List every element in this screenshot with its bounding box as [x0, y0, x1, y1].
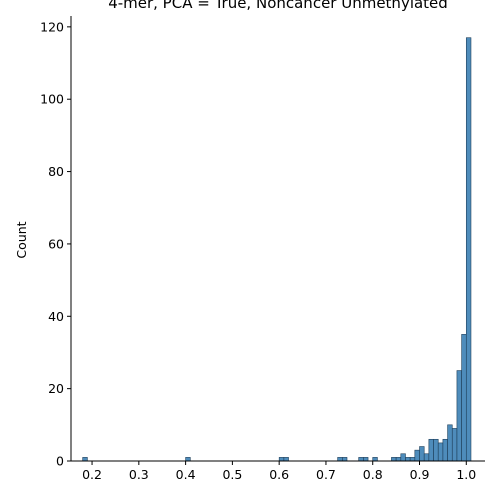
x-tick-label: 0.7 — [316, 467, 336, 482]
histogram-bar — [437, 442, 444, 462]
histogram-bar — [278, 457, 285, 462]
histogram-bar — [342, 457, 348, 462]
bars-group — [82, 37, 472, 462]
x-tick-label: 0.5 — [222, 467, 242, 482]
histogram-bar — [456, 370, 462, 462]
histogram-bar — [423, 453, 430, 462]
histogram-bar — [433, 438, 439, 462]
y-tick-label: 60 — [48, 236, 64, 251]
histogram-bar — [358, 457, 364, 462]
histogram-bar — [405, 457, 411, 462]
y-axis-title: Count — [14, 221, 29, 258]
histogram-bar — [465, 37, 472, 462]
histogram-bar — [400, 453, 406, 462]
x-tick-label: 0.8 — [363, 467, 383, 482]
histogram-bar — [461, 334, 467, 462]
histogram-bar — [283, 457, 289, 462]
histogram-bar — [419, 446, 425, 462]
histogram-bar — [409, 457, 416, 462]
y-tick-label: 80 — [48, 164, 64, 179]
histogram-bar — [185, 457, 191, 462]
x-tick-label: 0.9 — [410, 467, 430, 482]
histogram-bar — [82, 457, 88, 462]
chart-title: 4-mer, PCA = True, Noncancer Unmethylate… — [108, 0, 448, 12]
x-tick-label: 0.2 — [82, 467, 102, 482]
x-ticks-group: 0.2 0.3 0.4 0.5 0.6 0.7 0.8 0.9 1.0 — [82, 461, 476, 482]
histogram-bar — [395, 457, 402, 462]
y-tick-label: 40 — [48, 309, 64, 324]
histogram-bar — [414, 449, 420, 462]
y-tick-label: 120 — [40, 19, 64, 34]
x-tick-label: 1.0 — [456, 467, 476, 482]
histogram-bar — [442, 438, 448, 462]
histogram-bar — [337, 457, 343, 462]
y-tick-label: 0 — [56, 454, 64, 469]
x-tick-label: 0.3 — [129, 467, 149, 482]
histogram-bar — [372, 457, 378, 462]
histogram-bar — [363, 457, 369, 462]
histogram-bar — [451, 428, 458, 462]
y-tick-label: 100 — [40, 92, 64, 107]
histogram-bar — [391, 457, 397, 462]
x-tick-label: 0.4 — [176, 467, 196, 482]
histogram-bar — [447, 424, 453, 462]
y-ticks-group: 0 20 40 60 80 100 120 — [40, 19, 71, 469]
x-tick-label: 0.6 — [269, 467, 289, 482]
y-tick-label: 20 — [48, 381, 64, 396]
histogram-bar — [428, 438, 434, 462]
